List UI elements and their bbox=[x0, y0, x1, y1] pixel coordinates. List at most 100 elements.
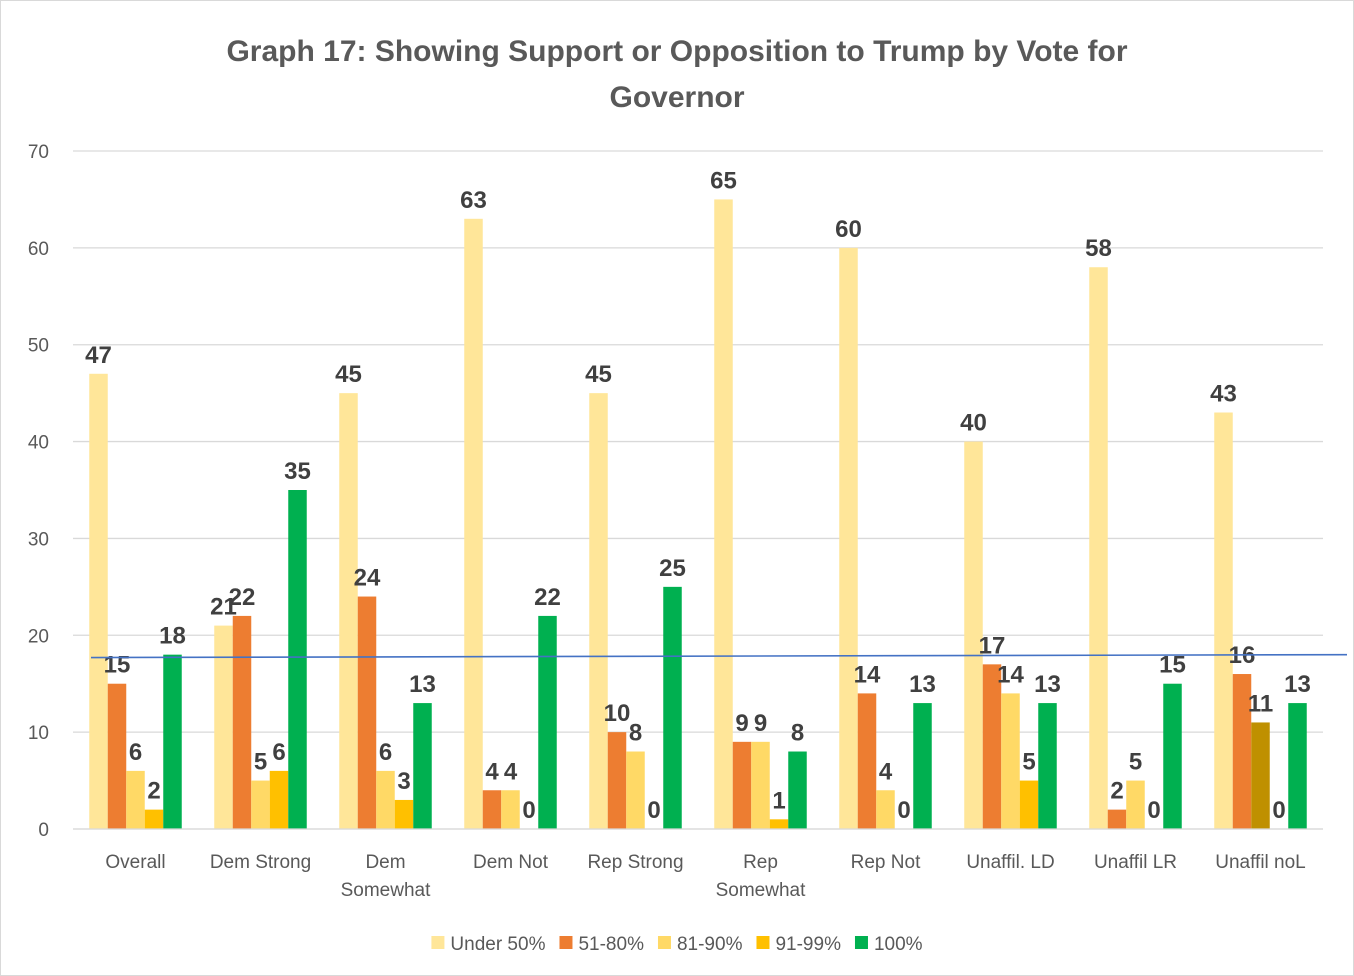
bar bbox=[1288, 703, 1307, 829]
bar bbox=[413, 703, 432, 829]
data-label: 11 bbox=[1248, 690, 1273, 717]
bar bbox=[501, 790, 520, 829]
data-label: 13 bbox=[1034, 671, 1061, 698]
bar bbox=[1089, 267, 1108, 829]
legend-label: 81-90% bbox=[677, 934, 743, 955]
bar bbox=[663, 586, 682, 829]
bar bbox=[269, 770, 289, 829]
legend-label: 100% bbox=[874, 934, 923, 955]
data-label: 13 bbox=[409, 671, 436, 698]
bar bbox=[1232, 674, 1252, 829]
data-label: 4 bbox=[504, 758, 518, 785]
bar bbox=[288, 490, 307, 829]
data-label: 14 bbox=[997, 661, 1024, 688]
bar bbox=[751, 741, 770, 829]
chart-title-line-1: Graph 17: Showing Support or Opposition … bbox=[226, 35, 1127, 68]
x-tick-label: Dem Somewhat bbox=[341, 852, 431, 901]
data-label: 4 bbox=[879, 758, 893, 785]
bar bbox=[1214, 412, 1233, 829]
bar bbox=[769, 819, 789, 829]
data-label: 4 bbox=[485, 758, 499, 785]
data-label: 15 bbox=[104, 652, 131, 679]
data-label: 2 bbox=[147, 778, 160, 805]
data-label: 8 bbox=[791, 720, 804, 747]
bar bbox=[626, 751, 645, 829]
bar bbox=[339, 393, 358, 829]
data-label: 22 bbox=[534, 584, 561, 611]
x-tick-label: Rep Not bbox=[851, 852, 921, 873]
reference-line-stroke bbox=[90, 653, 1348, 659]
data-label: 21 bbox=[210, 594, 237, 621]
data-label: 18 bbox=[159, 623, 186, 650]
bar bbox=[1126, 780, 1145, 829]
bar bbox=[464, 218, 483, 830]
bar bbox=[714, 199, 733, 829]
data-label: 13 bbox=[909, 671, 936, 698]
bar bbox=[982, 664, 1002, 829]
x-tick-label: Rep Strong bbox=[587, 852, 683, 873]
bar bbox=[538, 615, 557, 829]
reference-line bbox=[90, 653, 1348, 659]
bar bbox=[376, 770, 395, 829]
x-tick-label: Dem Strong bbox=[210, 852, 311, 873]
bar bbox=[214, 625, 233, 829]
y-axis: 0 10 20 30 40 50 60 70 bbox=[28, 142, 49, 841]
y-tick-label: 50 bbox=[28, 336, 49, 357]
data-label: 9 bbox=[735, 710, 748, 737]
data-label: 22 bbox=[229, 584, 256, 611]
data-label: 58 bbox=[1085, 235, 1112, 262]
data-label: 0 bbox=[1272, 797, 1285, 824]
data-label: 65 bbox=[710, 167, 737, 194]
bar bbox=[144, 809, 164, 829]
x-tick-label: Unaffil LR bbox=[1094, 852, 1177, 873]
bar bbox=[1163, 683, 1182, 829]
bar bbox=[913, 703, 932, 829]
bar bbox=[607, 732, 627, 829]
bar bbox=[1251, 722, 1270, 829]
data-label: 45 bbox=[335, 361, 362, 388]
bar bbox=[1107, 809, 1127, 829]
data-label: 63 bbox=[460, 187, 487, 214]
y-tick-label: 10 bbox=[28, 723, 49, 744]
data-label: 45 bbox=[585, 361, 612, 388]
legend-swatch bbox=[431, 936, 445, 949]
data-label: 35 bbox=[284, 458, 311, 485]
y-tick-label: 0 bbox=[38, 820, 49, 841]
x-tick-label: Rep Somewhat bbox=[716, 852, 806, 901]
data-label: 5 bbox=[1022, 749, 1035, 776]
data-label: 0 bbox=[897, 797, 910, 824]
legend: Under 50% 51-80% 81-90% 91-99% 100% bbox=[431, 934, 923, 955]
bar bbox=[163, 654, 182, 829]
legend-swatch bbox=[854, 936, 868, 949]
data-label: 5 bbox=[1129, 749, 1142, 776]
data-label: 0 bbox=[522, 797, 535, 824]
bars bbox=[89, 199, 1307, 830]
legend-label: 91-99% bbox=[775, 934, 841, 955]
bar bbox=[482, 790, 502, 829]
bar bbox=[126, 770, 145, 829]
data-label: 6 bbox=[129, 739, 142, 766]
data-label: 3 bbox=[397, 768, 410, 795]
bar bbox=[839, 247, 858, 829]
y-tick-label: 40 bbox=[28, 433, 49, 454]
bar bbox=[394, 799, 414, 829]
data-label: 8 bbox=[629, 720, 642, 747]
bar bbox=[357, 596, 377, 829]
bar bbox=[857, 693, 877, 829]
data-label: 10 bbox=[604, 700, 631, 727]
bar bbox=[1019, 780, 1039, 829]
data-label: 6 bbox=[379, 739, 392, 766]
data-label: 47 bbox=[85, 342, 112, 369]
data-label: 24 bbox=[354, 565, 381, 592]
bar bbox=[89, 373, 108, 829]
x-tick-label: Overall bbox=[105, 852, 165, 873]
x-tick-label: Unaffil noL bbox=[1215, 852, 1306, 873]
legend-swatch bbox=[559, 936, 573, 949]
data-label: 25 bbox=[659, 555, 686, 582]
data-label: 0 bbox=[1147, 797, 1160, 824]
chart-title-line-2: Governor bbox=[609, 81, 744, 114]
bar bbox=[232, 615, 252, 829]
data-label: 2 bbox=[1110, 778, 1123, 805]
